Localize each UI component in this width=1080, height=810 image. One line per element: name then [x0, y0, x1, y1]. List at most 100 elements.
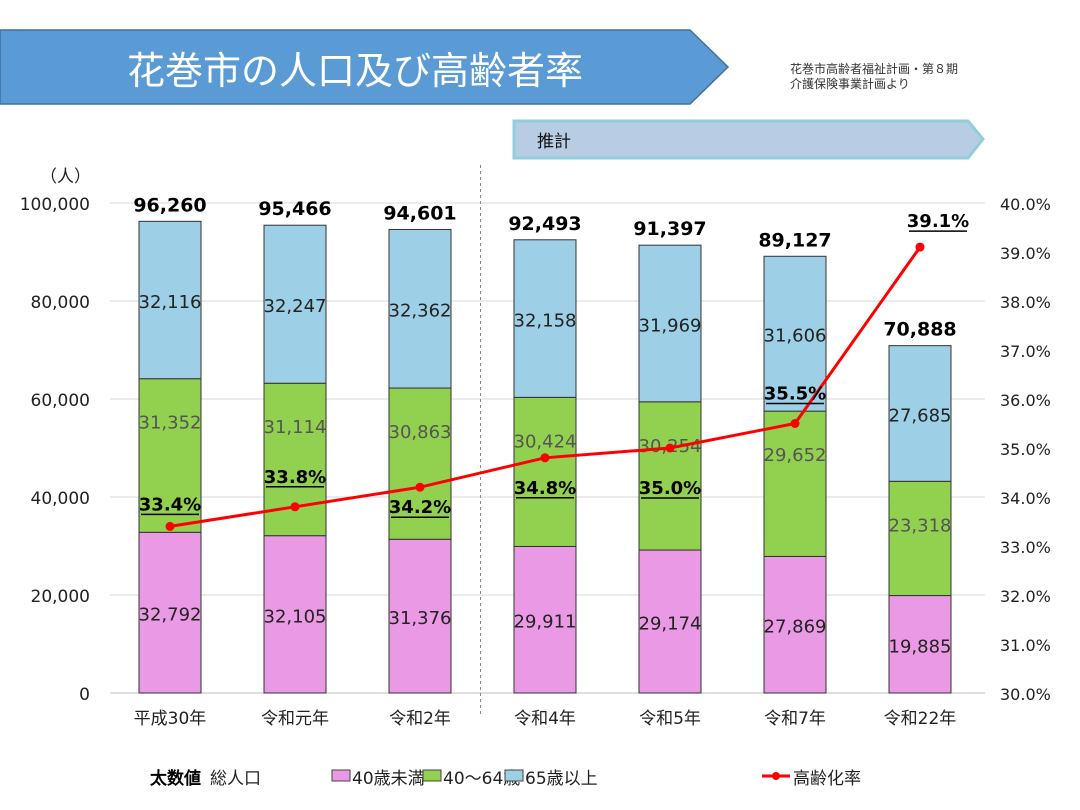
x-tick-label: 令和22年 [884, 709, 957, 729]
y2-tick-label: 39.0% [1000, 244, 1051, 263]
y2-tick-label: 40.0% [1000, 195, 1051, 214]
bar-value-label: 31,376 [389, 608, 452, 629]
y2-tick-label: 33.0% [1000, 538, 1051, 557]
bar-segment [263, 382, 327, 537]
y-axis-label: （人） [40, 167, 91, 187]
legend-label: 高齢化率 [793, 769, 861, 789]
x-tick-label: 令和5年 [639, 709, 701, 729]
bar-segment [388, 228, 452, 389]
bar-value-label: 27,869 [764, 617, 827, 638]
y-tick-label: 80,000 [31, 293, 90, 313]
x-tick-label: 令和元年 [261, 709, 329, 729]
legend-note: 総人口 [210, 769, 261, 789]
rate-label: 39.1% [907, 211, 969, 232]
total-label: 92,493 [508, 213, 581, 235]
bar-value-label: 31,969 [639, 315, 702, 336]
y2-tick-label: 36.0% [1000, 391, 1051, 410]
bar-segment [513, 396, 577, 547]
title-banner: 花巻市の人口及び高齢者率 [0, 29, 730, 105]
rate-point [540, 453, 550, 463]
x-tick-label: 平成30年 [134, 709, 207, 729]
legend-line-marker [772, 772, 780, 780]
rate-label: 34.2% [389, 497, 451, 518]
bar-value-label: 32,247 [264, 296, 327, 317]
bar-segment [763, 255, 827, 412]
bar-segment [138, 378, 202, 533]
bar-segment [263, 224, 327, 384]
legend-swatch [504, 769, 524, 782]
source-note: 花巻市高齢者福祉計画・第８期 介護保険事業計画より [790, 62, 958, 92]
chart-title: 花巻市の人口及び高齢者率 [127, 49, 583, 93]
total-label: 96,260 [133, 194, 206, 216]
y-tick-label: 0 [79, 685, 90, 705]
bar-segment [388, 387, 452, 540]
bar-segment [388, 538, 452, 694]
rate-point [290, 502, 300, 512]
bar-value-label: 29,652 [764, 445, 827, 466]
x-tick-label: 令和4年 [514, 709, 576, 729]
bar-segment [513, 545, 577, 694]
total-label: 89,127 [758, 229, 831, 251]
bar-value-label: 29,911 [514, 612, 577, 633]
y2-tick-label: 30.0% [1000, 685, 1051, 704]
rate-point [790, 419, 800, 428]
legend-bold-note: 太数値 [150, 768, 201, 789]
bar-value-label: 32,362 [389, 301, 452, 322]
rate-label: 33.8% [264, 467, 326, 488]
bar-segment [263, 535, 327, 694]
bar-value-label: 23,318 [889, 515, 952, 536]
y2-tick-label: 37.0% [1000, 342, 1051, 361]
bar-segment [888, 480, 952, 597]
legend-swatch [422, 769, 442, 782]
rate-label: 33.4% [139, 494, 201, 515]
projection-label: 推計 [537, 132, 571, 152]
y-tick-label: 40,000 [31, 489, 90, 509]
bar-value-label: 31,352 [139, 413, 202, 434]
bar-segment [888, 595, 952, 694]
total-label: 70,888 [883, 319, 956, 341]
legend-label: 65歳以上 [525, 769, 598, 789]
bar-value-label: 19,885 [889, 636, 952, 657]
bar-value-label: 32,158 [514, 311, 577, 332]
rate-label: 34.8% [514, 478, 576, 499]
source-line: 花巻市高齢者福祉計画・第８期 [790, 62, 959, 76]
total-label: 95,466 [258, 198, 331, 220]
y2-tick-label: 38.0% [1000, 293, 1051, 312]
total-label: 91,397 [633, 218, 706, 240]
projection-banner: 推計 [512, 119, 985, 160]
y-tick-label: 100,000 [20, 195, 90, 215]
bar-segment [763, 555, 827, 694]
y2-tick-label: 31.0% [1000, 636, 1051, 655]
bar-value-label: 32,105 [264, 606, 327, 627]
rate-point [665, 443, 675, 453]
legend-label: 40～64歳 [443, 769, 520, 789]
bar-segment [638, 401, 702, 551]
source-line: 介護保険事業計画より [790, 77, 910, 91]
bar-segment [138, 220, 202, 380]
bar-segment [638, 244, 702, 403]
rate-label: 35.5% [764, 384, 826, 405]
bar-segment [638, 549, 702, 694]
legend-label: 40歳未満 [352, 769, 425, 789]
bar-value-label: 30,863 [389, 422, 452, 443]
y-tick-label: 60,000 [31, 391, 90, 411]
y2-tick-label: 34.0% [1000, 489, 1051, 508]
bar-value-label: 29,174 [639, 614, 702, 635]
y2-tick-label: 35.0% [1000, 440, 1051, 459]
rate-point [165, 521, 175, 531]
bar-value-label: 31,114 [264, 417, 327, 438]
y2-tick-label: 32.0% [1000, 587, 1051, 606]
bar-value-label: 30,424 [514, 431, 577, 452]
bar-value-label: 31,606 [764, 326, 827, 347]
x-tick-label: 令和2年 [389, 709, 451, 729]
bar-segment [888, 345, 952, 482]
bar-value-label: 27,685 [889, 405, 952, 426]
x-tick-label: 令和7年 [764, 709, 826, 729]
total-label: 94,601 [383, 202, 456, 224]
rate-label: 35.0% [639, 478, 701, 499]
rate-point [415, 482, 425, 492]
legend-swatch [331, 769, 351, 782]
bar-segment [513, 239, 577, 398]
bar-value-label: 32,792 [139, 605, 202, 626]
